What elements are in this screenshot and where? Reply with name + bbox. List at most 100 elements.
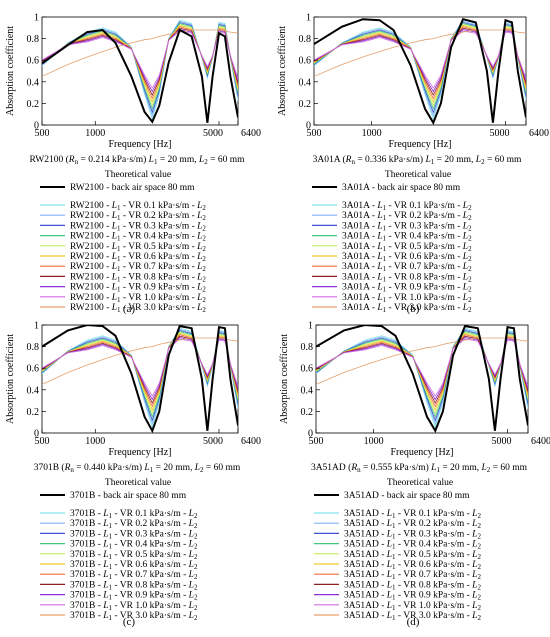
plot-frame	[315, 324, 529, 434]
legend-label: RW2100 - L1 - VR 0.5 kPa·s/m - L2	[70, 242, 206, 253]
legend-label-theory: 3A01A - back air space 80 mm	[342, 183, 461, 193]
legend-heading: Theoretical value	[105, 478, 171, 488]
x-tick-label: 5000	[489, 128, 509, 139]
legend-label: 3A01A - L1 - VR 0.3 kPa·s/m - L2	[342, 221, 472, 232]
plot-frame	[41, 16, 239, 126]
legend-label: RW2100 - L1 - VR 0.2 kPa·s/m - L2	[70, 211, 206, 222]
x-tick-label: 1000	[364, 436, 384, 447]
legend-label: 3A01A - L1 - VR 0.2 kPa·s/m - L2	[342, 211, 472, 222]
series-line	[316, 334, 528, 408]
series-line	[316, 337, 528, 401]
y-tick-label: 1	[34, 321, 39, 332]
theory-line	[42, 325, 238, 433]
y-axis-label: Absorption coefficient	[277, 26, 288, 116]
y-tick-label: 0.2	[299, 99, 312, 110]
x-tick-label: 1000	[85, 436, 105, 447]
legend-label-theory: 3A51AD - back air space 80 mm	[344, 491, 470, 501]
series-line	[42, 337, 238, 401]
legend-label: RW2100 - L1 - VR 3.0 kPa·s/m - L2	[70, 303, 206, 314]
panel-label: (a)	[123, 303, 136, 315]
y-tick-label: 0.6	[301, 364, 314, 375]
y-axis-label: Absorption coefficient	[279, 334, 290, 424]
legend-label: RW2100 - L1 - VR 0.6 kPa·s/m - L2	[70, 252, 206, 263]
legend-heading: Theoretical value	[105, 170, 171, 180]
series-line	[314, 30, 526, 89]
legend-label: 3701B - L1 - VR 0.7 kPa·s/m - L2	[70, 570, 198, 581]
series-line	[42, 337, 238, 385]
y-tick-label: 1	[34, 13, 39, 24]
legend-label: 3A51AD - L1 - VR 0.3 kPa·s/m - L2	[344, 529, 481, 540]
panel-caption: 3A51AD (Rn = 0.555 kPa·s/m) L1 = 20 mm, …	[311, 462, 528, 474]
legend-label: 3701B - L1 - VR 0.6 kPa·s/m - L2	[70, 560, 198, 571]
curves-group	[42, 325, 238, 433]
legend-label: 3701B - L1 - VR 0.2 kPa·s/m - L2	[70, 519, 198, 530]
y-axis-label: Absorption coefficient	[5, 334, 16, 424]
legend-label: RW2100 - L1 - VR 0.8 kPa·s/m - L2	[70, 272, 206, 283]
x-tick-label: 1000	[85, 128, 105, 139]
x-tick-label: 6400	[529, 128, 549, 139]
x-tick-label: 5000	[203, 436, 223, 447]
curves-group	[42, 19, 238, 124]
x-tick-label: 500	[307, 128, 322, 139]
panel-label: (d)	[407, 616, 420, 628]
legend-label: 3A01A - L1 - VR 0.5 kPa·s/m - L2	[342, 242, 472, 253]
series-line	[314, 29, 526, 93]
x-tick-label: 500	[35, 436, 50, 447]
legend-label: 3701B - L1 - VR 0.1 kPa·s/m - L2	[70, 509, 198, 520]
x-axis-label: Frequency [Hz]	[390, 447, 453, 458]
y-tick-label: 0.8	[299, 34, 312, 45]
series-line	[42, 29, 238, 93]
legend-heading: Theoretical value	[385, 170, 451, 180]
x-tick-label: 5000	[203, 128, 223, 139]
y-tick-label: 0.2	[27, 99, 40, 110]
legend-label: 3A01A - L1 - VR 0.8 kPa·s/m - L2	[342, 272, 472, 283]
legend-label: 3701B - L1 - VR 0.5 kPa·s/m - L2	[70, 550, 198, 561]
y-tick-label: 0.8	[27, 34, 40, 45]
series-line	[42, 27, 238, 96]
legend-label: 3A01A - L1 - VR 0.9 kPa·s/m - L2	[342, 283, 472, 294]
legend-label: 3A51AD - L1 - VR 1.0 kPa·s/m - L2	[344, 601, 481, 612]
series-line	[42, 334, 238, 408]
y-tick-label: 0.2	[301, 407, 314, 418]
legend-label: 3A01A - L1 - VR 0.4 kPa·s/m - L2	[342, 232, 472, 243]
y-tick-label: 1	[308, 321, 313, 332]
legend-label: RW2100 - L1 - VR 0.3 kPa·s/m - L2	[70, 221, 206, 232]
legend-label: 3701B - L1 - VR 0.3 kPa·s/m - L2	[70, 529, 198, 540]
y-tick-label: 0.6	[299, 56, 312, 67]
x-tick-label: 5000	[491, 436, 511, 447]
y-tick-label: 0.8	[27, 342, 40, 353]
legend-label: 3701B - L1 - VR 0.8 kPa·s/m - L2	[70, 580, 198, 591]
legend-label: 3A01A - L1 - VR 0.6 kPa·s/m - L2	[342, 252, 472, 263]
panel-label: (c)	[123, 616, 136, 628]
legend-label: RW2100 - L1 - VR 0.7 kPa·s/m - L2	[70, 262, 206, 273]
series-line	[42, 30, 238, 89]
y-tick-label: 0	[34, 429, 39, 440]
legend-label: 3A51AD - L1 - VR 0.8 kPa·s/m - L2	[344, 580, 481, 591]
y-tick-label: 0	[308, 429, 313, 440]
y-tick-label: 0.2	[27, 407, 40, 418]
series-line	[314, 29, 526, 77]
y-tick-label: 0.6	[27, 56, 40, 67]
x-axis-label: Frequency [Hz]	[108, 139, 171, 150]
series-line	[42, 335, 238, 404]
theory-line	[42, 28, 238, 124]
x-tick-label: 6400	[241, 436, 261, 447]
series-line	[314, 26, 526, 100]
legend-label: 3A51AD - L1 - VR 0.6 kPa·s/m - L2	[344, 560, 481, 571]
legend-label: 3A51AD - L1 - VR 0.4 kPa·s/m - L2	[344, 540, 481, 551]
legend-label-theory: RW2100 - back air space 80 mm	[70, 183, 195, 193]
legend-label: 3A51AD - L1 - VR 3.0 kPa·s/m - L2	[344, 611, 481, 622]
legend-label: RW2100 - L1 - VR 0.1 kPa·s/m - L2	[70, 201, 206, 212]
x-tick-label: 500	[35, 128, 50, 139]
legend-label: RW2100 - L1 - VR 1.0 kPa·s/m - L2	[70, 293, 206, 304]
legend-label: 3A51AD - L1 - VR 0.5 kPa·s/m - L2	[344, 550, 481, 561]
y-tick-label: 0	[34, 121, 39, 132]
series-line	[42, 26, 238, 100]
curves-group	[316, 325, 528, 433]
legend-label: 3A51AD - L1 - VR 0.7 kPa·s/m - L2	[344, 570, 481, 581]
legend-label: RW2100 - L1 - VR 0.9 kPa·s/m - L2	[70, 283, 206, 294]
x-axis-label: Frequency [Hz]	[388, 139, 451, 150]
panel-label: (b)	[407, 303, 420, 315]
chart-panel-a: 0 0.2 0.4 0.6 0.8 1 500 1000 5000 6400 Frequency […	[5, 13, 261, 315]
